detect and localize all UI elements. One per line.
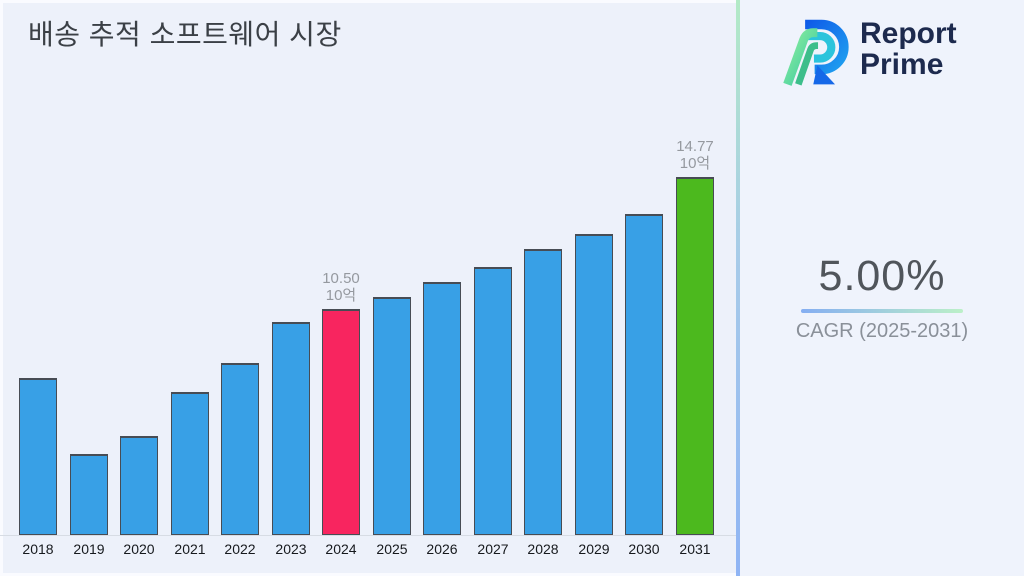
cagr-value: 5.00% bbox=[818, 252, 946, 300]
bar-2030 bbox=[625, 214, 663, 535]
x-label-2025: 2025 bbox=[376, 541, 408, 557]
x-label-2026: 2026 bbox=[426, 541, 458, 557]
chart-title: 배송 추적 소프트웨어 시장 bbox=[28, 19, 342, 50]
x-label-2021: 2021 bbox=[174, 541, 206, 557]
bar-2018 bbox=[19, 378, 57, 535]
bar-2031 bbox=[676, 177, 714, 535]
right-panel: Report Prime 5.00% CAGR (2025-2031) bbox=[740, 0, 1024, 576]
x-label-2031: 2031 bbox=[679, 541, 711, 557]
bar-value-2031: 14.77 bbox=[676, 138, 714, 155]
x-label-2018: 2018 bbox=[22, 541, 54, 557]
cagr-underline bbox=[801, 309, 963, 313]
x-label-2024: 2024 bbox=[325, 541, 357, 557]
x-axis-line bbox=[0, 535, 737, 536]
bar-unit-2024: 10억 bbox=[325, 287, 357, 304]
report-prime-logo: Report Prime bbox=[782, 8, 957, 90]
bar-value-label-2024: 10.50 10억 bbox=[296, 270, 386, 304]
x-label-2028: 2028 bbox=[527, 541, 559, 557]
bar-2029 bbox=[575, 234, 613, 535]
brand-name-report: Report bbox=[860, 17, 957, 50]
brand-name: Report Prime bbox=[860, 18, 957, 80]
bar-2021 bbox=[171, 392, 209, 535]
bar-2023 bbox=[272, 322, 310, 535]
bar-2020 bbox=[120, 436, 158, 535]
bar-value-2024: 10.50 bbox=[322, 270, 360, 287]
cagr-block: 5.00% CAGR (2025-2031) bbox=[740, 252, 1024, 343]
bar-chart-plot: 2018 2019 2020 2021 2022 2023 10.50 10억 2024 2025… bbox=[0, 138, 740, 557]
bar-2028 bbox=[524, 249, 562, 535]
bar-2024 bbox=[322, 309, 360, 535]
x-label-2029: 2029 bbox=[578, 541, 610, 557]
bar-2019 bbox=[70, 454, 108, 535]
x-label-2019: 2019 bbox=[73, 541, 105, 557]
x-label-2020: 2020 bbox=[123, 541, 155, 557]
brand-name-prime: Prime bbox=[860, 48, 944, 81]
bar-value-label-2031: 14.77 10억 bbox=[650, 138, 740, 172]
bar-2025 bbox=[373, 297, 411, 535]
x-label-2027: 2027 bbox=[477, 541, 509, 557]
bar-2022 bbox=[221, 363, 259, 535]
report-prime-logo-icon bbox=[783, 19, 849, 86]
x-label-2030: 2030 bbox=[628, 541, 660, 557]
bar-2027 bbox=[474, 267, 512, 535]
cagr-label: CAGR (2025-2031) bbox=[795, 320, 969, 342]
bar-unit-2031: 10억 bbox=[679, 155, 711, 172]
panel-divider bbox=[736, 0, 740, 576]
x-label-2023: 2023 bbox=[275, 541, 307, 557]
x-label-2022: 2022 bbox=[224, 541, 256, 557]
bar-2026 bbox=[423, 282, 461, 535]
